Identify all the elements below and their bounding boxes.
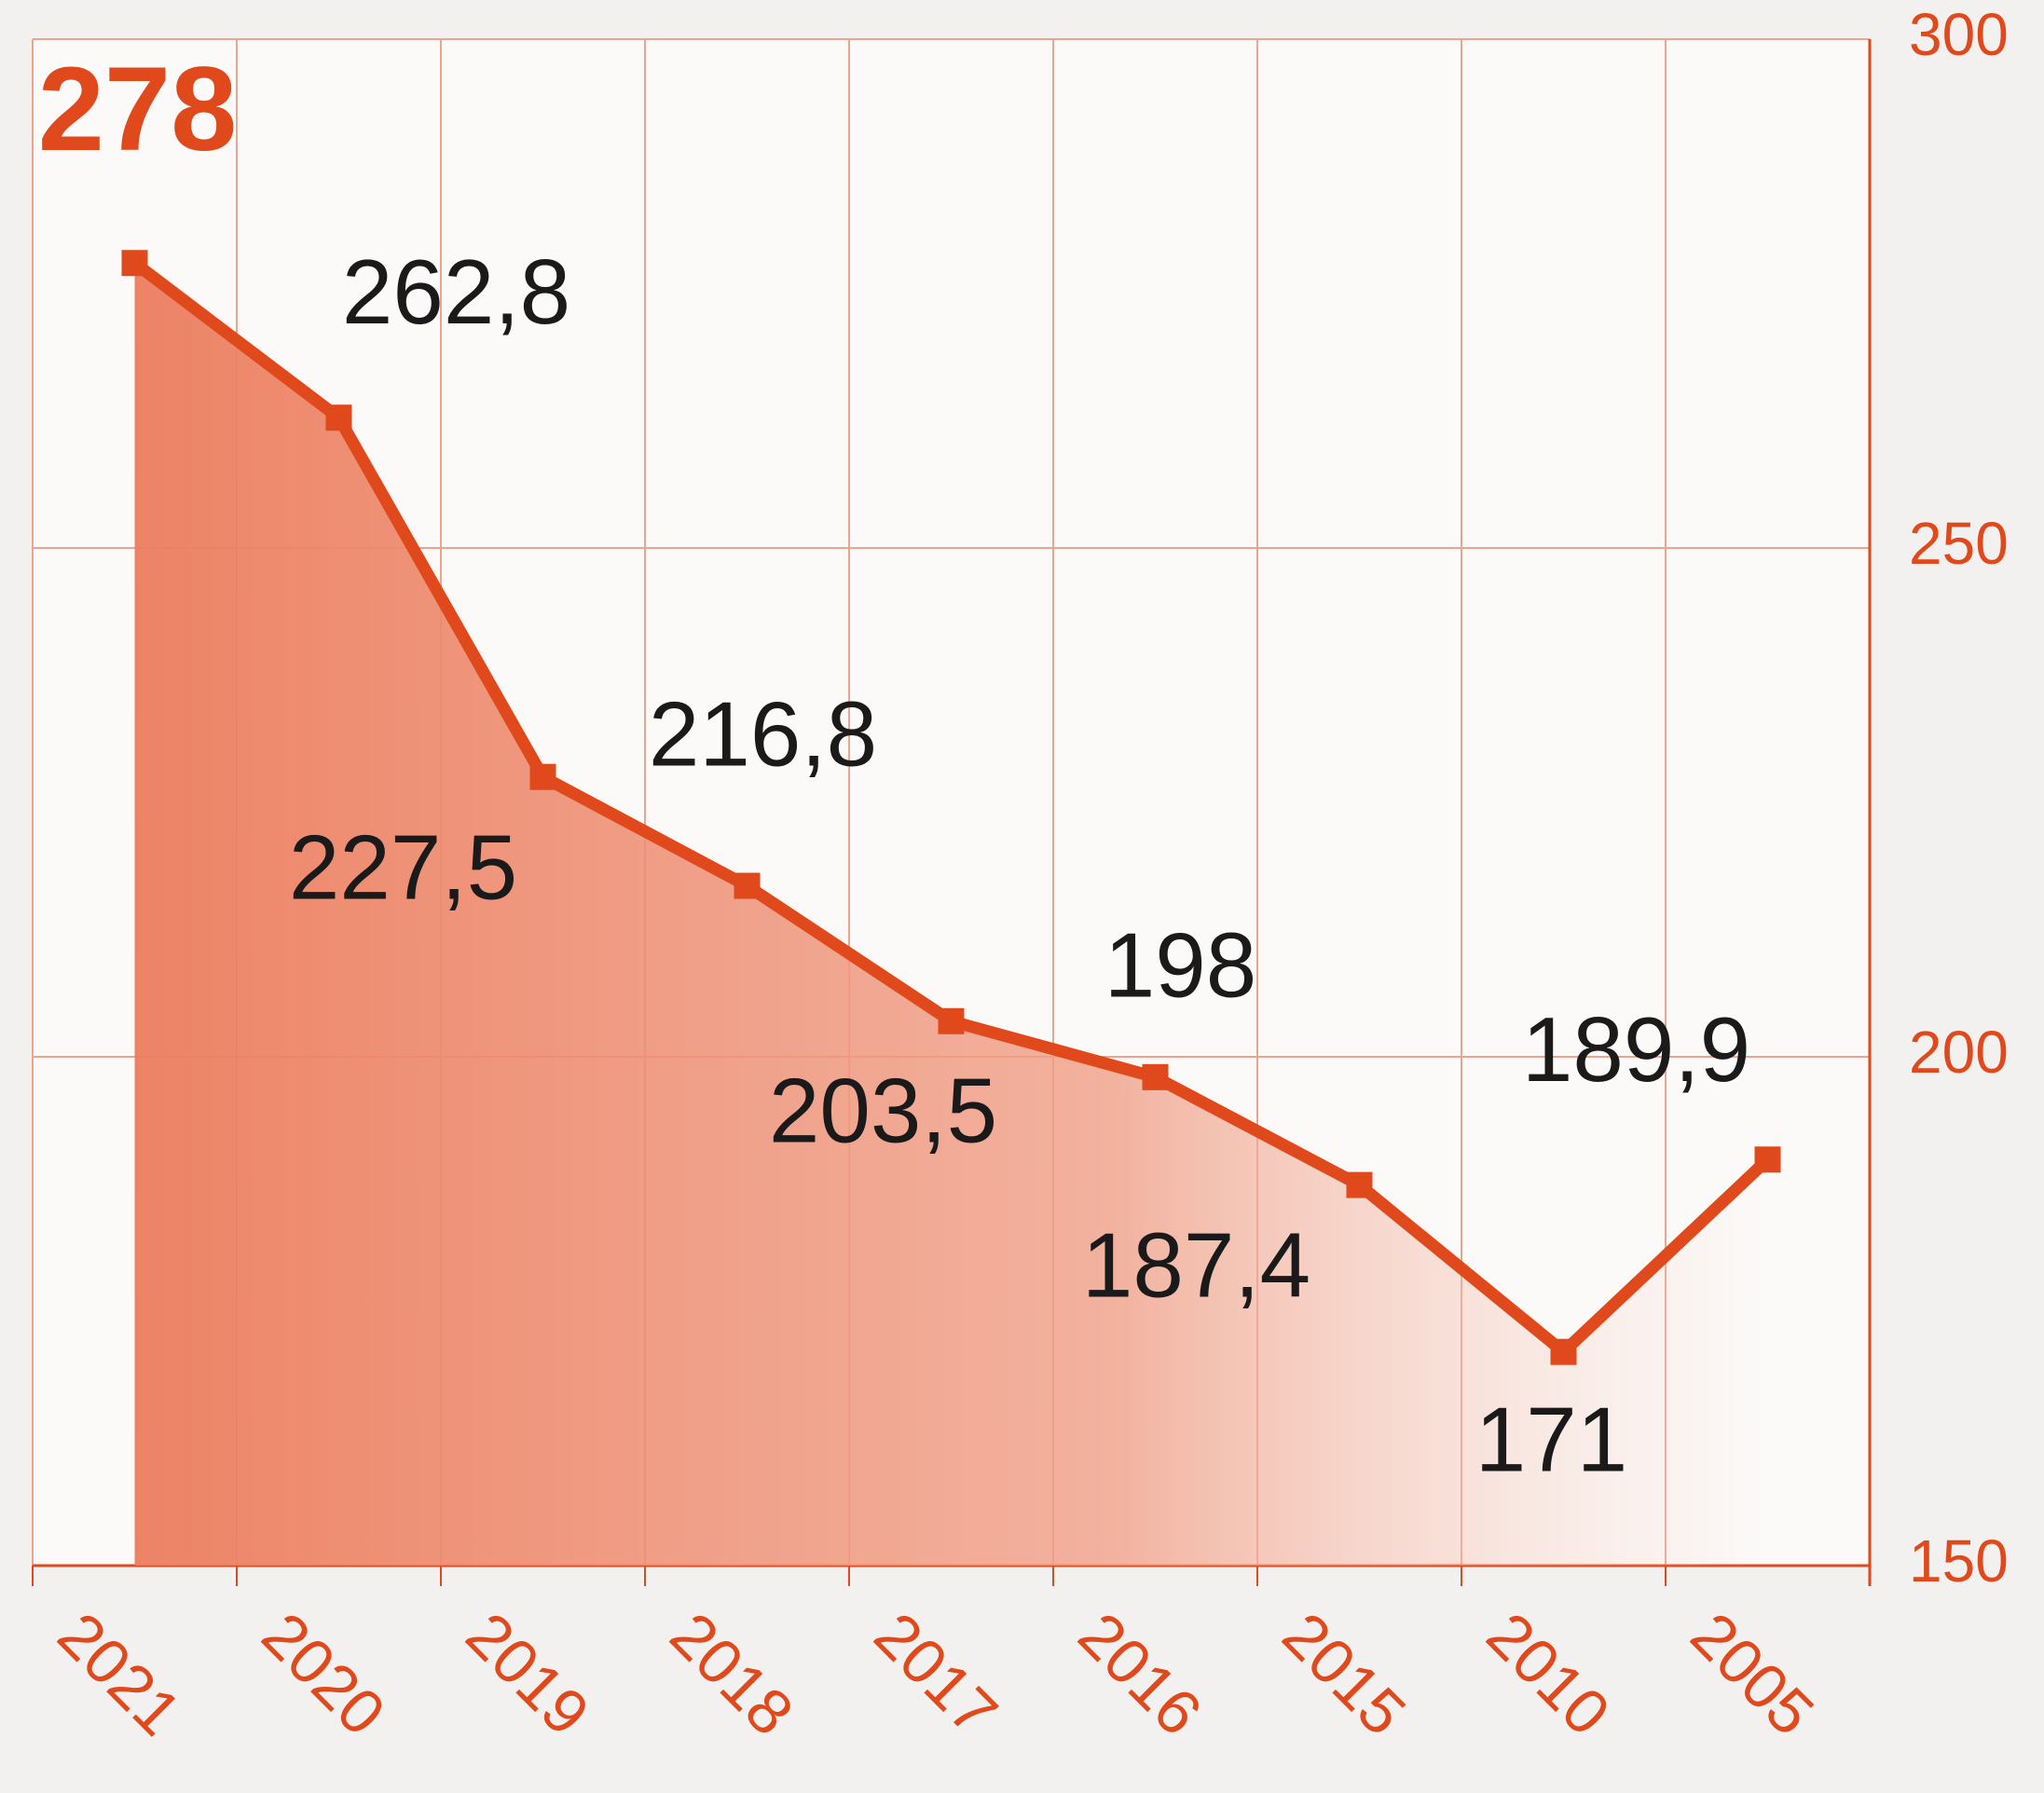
value-label: 187,4 bbox=[1082, 1213, 1310, 1316]
marker bbox=[1142, 1063, 1169, 1090]
marker bbox=[1346, 1171, 1373, 1198]
x-tick-label: 2018 bbox=[657, 1599, 807, 1749]
marker bbox=[1550, 1338, 1577, 1365]
marker bbox=[938, 1007, 965, 1034]
marker bbox=[734, 872, 761, 899]
value-label: 203,5 bbox=[769, 1060, 997, 1162]
value-label: 171 bbox=[1475, 1389, 1628, 1491]
marker bbox=[1754, 1146, 1781, 1173]
x-tick-label: 2017 bbox=[861, 1599, 1011, 1749]
x-tick-label: 2020 bbox=[249, 1599, 399, 1749]
highlight-value-label: 278 bbox=[38, 43, 238, 176]
value-label: 227,5 bbox=[289, 816, 517, 919]
x-tick-label: 2016 bbox=[1065, 1599, 1215, 1749]
x-tick-label: 2019 bbox=[453, 1599, 603, 1749]
marker bbox=[529, 763, 556, 790]
value-label: 189,9 bbox=[1522, 998, 1750, 1101]
marker bbox=[325, 404, 352, 431]
area bbox=[134, 263, 1768, 1566]
y-tick-label: 150 bbox=[1909, 1527, 2009, 1595]
x-tick-label: 2015 bbox=[1269, 1599, 1420, 1749]
value-label: 198 bbox=[1104, 914, 1257, 1017]
x-tick-label: 2021 bbox=[45, 1599, 195, 1749]
value-label: 262,8 bbox=[342, 240, 570, 343]
value-label: 216,8 bbox=[649, 682, 877, 785]
y-tick-label: 300 bbox=[1909, 1, 2009, 68]
y-tick-label: 250 bbox=[1909, 510, 2009, 577]
x-tick-label: 2010 bbox=[1474, 1599, 1624, 1749]
marker bbox=[121, 250, 148, 277]
x-tick-label: 2005 bbox=[1678, 1599, 1828, 1749]
y-tick-label: 200 bbox=[1909, 1019, 2009, 1086]
